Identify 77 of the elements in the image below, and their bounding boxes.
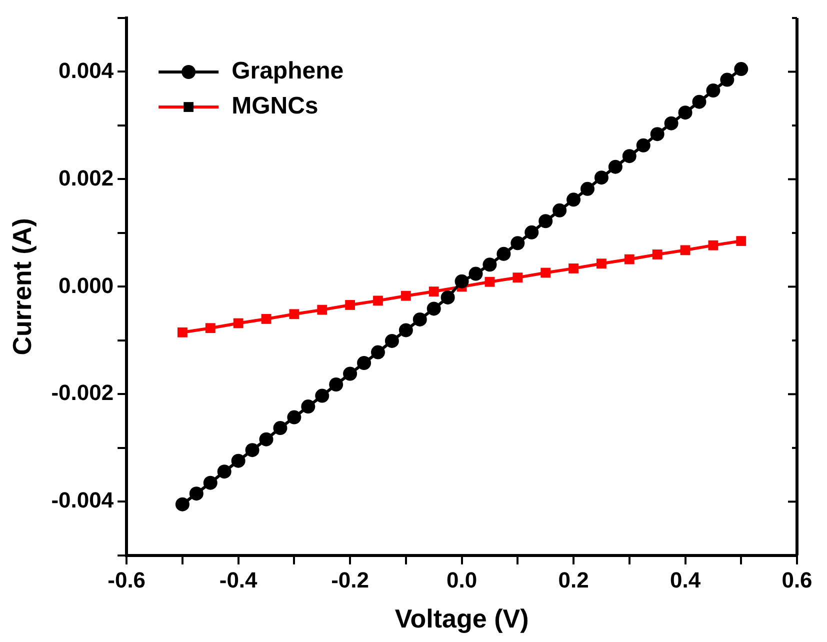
point (468, 266, 483, 281)
point (178, 327, 188, 338)
point (287, 410, 302, 424)
point (245, 443, 260, 458)
point (343, 366, 358, 381)
point (233, 318, 244, 328)
point (496, 246, 511, 261)
point (175, 497, 190, 512)
point (608, 160, 622, 174)
x-tick-label: -0.6 (108, 568, 146, 593)
point (650, 127, 664, 142)
point (580, 182, 594, 196)
point (552, 203, 567, 218)
point (636, 138, 650, 152)
point (398, 323, 413, 338)
point (706, 84, 720, 98)
y-tick-label: 0.000 (58, 272, 114, 298)
x-tick-label: -0.2 (331, 568, 370, 593)
point (594, 170, 608, 185)
point (400, 290, 411, 301)
point (622, 149, 636, 164)
point (736, 236, 746, 246)
x-tick-label: 0.6 (782, 568, 812, 593)
point (664, 116, 678, 130)
point (345, 300, 356, 310)
point (734, 62, 748, 76)
point (440, 290, 455, 304)
y-tick-label: -0.002 (51, 380, 114, 406)
point (329, 378, 344, 392)
point (454, 274, 469, 288)
point (370, 345, 385, 360)
point (259, 432, 274, 446)
point (384, 334, 399, 348)
point (538, 214, 553, 228)
point (512, 272, 523, 283)
point (596, 258, 606, 269)
point (261, 314, 272, 324)
x-tick-label: 0.0 (446, 568, 478, 593)
point (301, 400, 316, 414)
point (680, 245, 690, 256)
y-axis-title: Current (A) (6, 218, 37, 356)
point (231, 454, 246, 468)
point (624, 254, 634, 264)
point (692, 94, 706, 109)
point (289, 309, 300, 320)
y-tick-label: -0.004 (51, 488, 114, 513)
point (540, 268, 551, 278)
point (315, 388, 330, 403)
point (568, 263, 578, 274)
point (482, 258, 497, 272)
point (652, 250, 662, 260)
point (273, 421, 288, 436)
point (678, 106, 692, 120)
point (357, 356, 372, 370)
x-axis-title: Voltage (V) (394, 604, 529, 634)
point (217, 464, 232, 479)
point (708, 240, 718, 250)
legend-label: MGNCs (232, 92, 318, 120)
x-tick-label: 0.2 (558, 568, 589, 593)
point (412, 312, 427, 326)
point (205, 323, 216, 334)
x-tick-label: -0.4 (219, 568, 258, 593)
x-tick-label: 0.4 (670, 568, 702, 593)
point (426, 302, 441, 316)
point (566, 192, 581, 207)
point (373, 296, 383, 306)
point (428, 286, 439, 296)
point (484, 276, 495, 287)
point (720, 72, 734, 87)
y-tick-label: 0.002 (58, 165, 114, 190)
point (524, 225, 539, 240)
point (317, 304, 328, 315)
y-tick-label: 0.004 (58, 58, 114, 83)
point (203, 476, 218, 490)
point (189, 486, 204, 501)
legend-label: Graphene (232, 58, 344, 85)
point (510, 236, 525, 250)
